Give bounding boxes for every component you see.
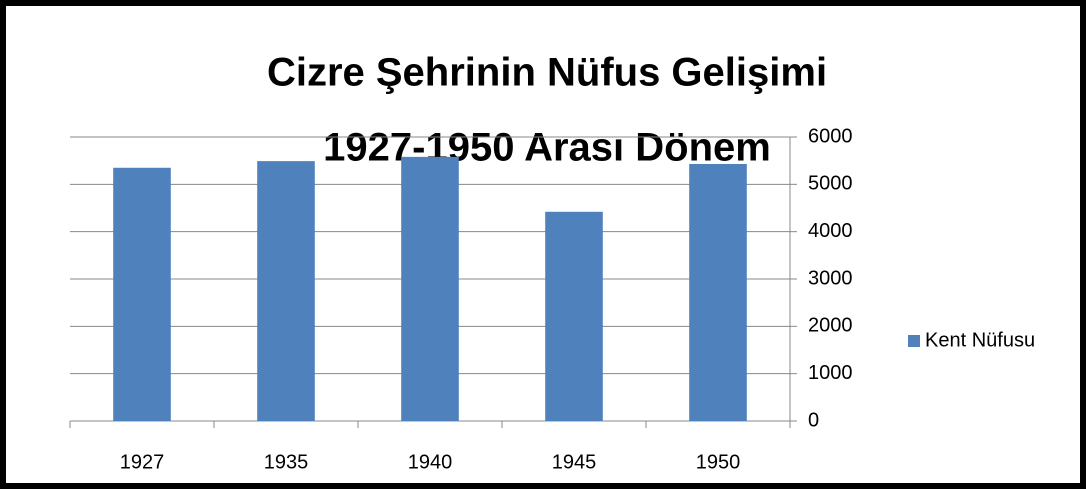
legend-label: Kent Nüfusu bbox=[925, 329, 1035, 351]
bar bbox=[257, 161, 315, 421]
bar bbox=[113, 167, 171, 421]
y-tick-label: 1000 bbox=[808, 362, 853, 384]
bar bbox=[545, 211, 603, 421]
x-tick-label: 1940 bbox=[408, 451, 453, 473]
chart-title: Cizre Şehrinin Nüfus Gelişimi bbox=[267, 51, 827, 95]
y-tick-label: 3000 bbox=[808, 267, 853, 289]
bar bbox=[401, 156, 459, 421]
legend-swatch bbox=[908, 335, 920, 347]
y-tick-label: 2000 bbox=[808, 315, 853, 337]
x-tick-label: 1950 bbox=[696, 451, 741, 473]
chart-subtitle: 1927-1950 Arası Dönem bbox=[323, 126, 771, 170]
y-tick-label: 4000 bbox=[808, 220, 853, 242]
x-tick-label: 1927 bbox=[120, 451, 165, 473]
x-tick-label: 1945 bbox=[552, 451, 597, 473]
y-tick-label: 0 bbox=[808, 409, 819, 431]
bar bbox=[689, 163, 747, 422]
x-tick-label: 1935 bbox=[264, 451, 309, 473]
y-tick-label: 5000 bbox=[808, 173, 853, 195]
y-tick-label: 6000 bbox=[808, 125, 853, 147]
